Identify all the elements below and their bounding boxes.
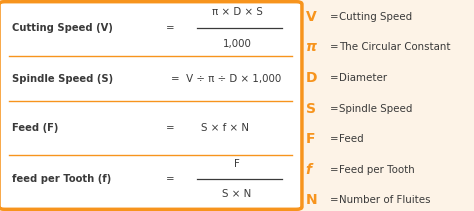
Text: π: π (306, 41, 317, 54)
Text: N: N (306, 193, 318, 207)
Text: Number of Fluites: Number of Fluites (339, 195, 430, 206)
Text: f: f (306, 163, 312, 177)
Text: Feed (F): Feed (F) (12, 123, 58, 133)
Text: =: = (329, 12, 338, 22)
Text: D: D (306, 71, 317, 85)
Text: F: F (306, 132, 315, 146)
Text: =: = (329, 104, 338, 114)
Text: π × D × S: π × D × S (211, 7, 263, 17)
Text: Cutting Speed: Cutting Speed (339, 12, 412, 22)
Text: Spindle Speed: Spindle Speed (339, 104, 412, 114)
Text: Cutting Speed (V): Cutting Speed (V) (12, 23, 113, 33)
FancyBboxPatch shape (0, 2, 302, 209)
Text: F: F (234, 159, 240, 169)
Text: =: = (329, 195, 338, 206)
Text: =: = (166, 23, 175, 33)
Text: 1,000: 1,000 (223, 39, 251, 49)
Text: V: V (306, 10, 317, 24)
Text: =: = (329, 73, 338, 83)
Text: =: = (329, 134, 338, 144)
Text: =: = (166, 123, 175, 133)
Text: Spindle Speed (S): Spindle Speed (S) (12, 74, 113, 84)
Text: Feed: Feed (339, 134, 364, 144)
Text: S × f × N: S × f × N (201, 123, 249, 133)
Text: S × N: S × N (222, 189, 252, 199)
Text: feed per Tooth (f): feed per Tooth (f) (12, 174, 111, 184)
Text: Feed per Tooth: Feed per Tooth (339, 165, 415, 175)
Text: S: S (306, 102, 316, 116)
Text: Diameter: Diameter (339, 73, 387, 83)
Text: =: = (329, 165, 338, 175)
Text: The Circular Constant: The Circular Constant (339, 42, 450, 53)
Text: =: = (329, 42, 338, 53)
Text: =  V ÷ π ÷ D × 1,000: = V ÷ π ÷ D × 1,000 (171, 74, 281, 84)
Text: =: = (166, 174, 175, 184)
